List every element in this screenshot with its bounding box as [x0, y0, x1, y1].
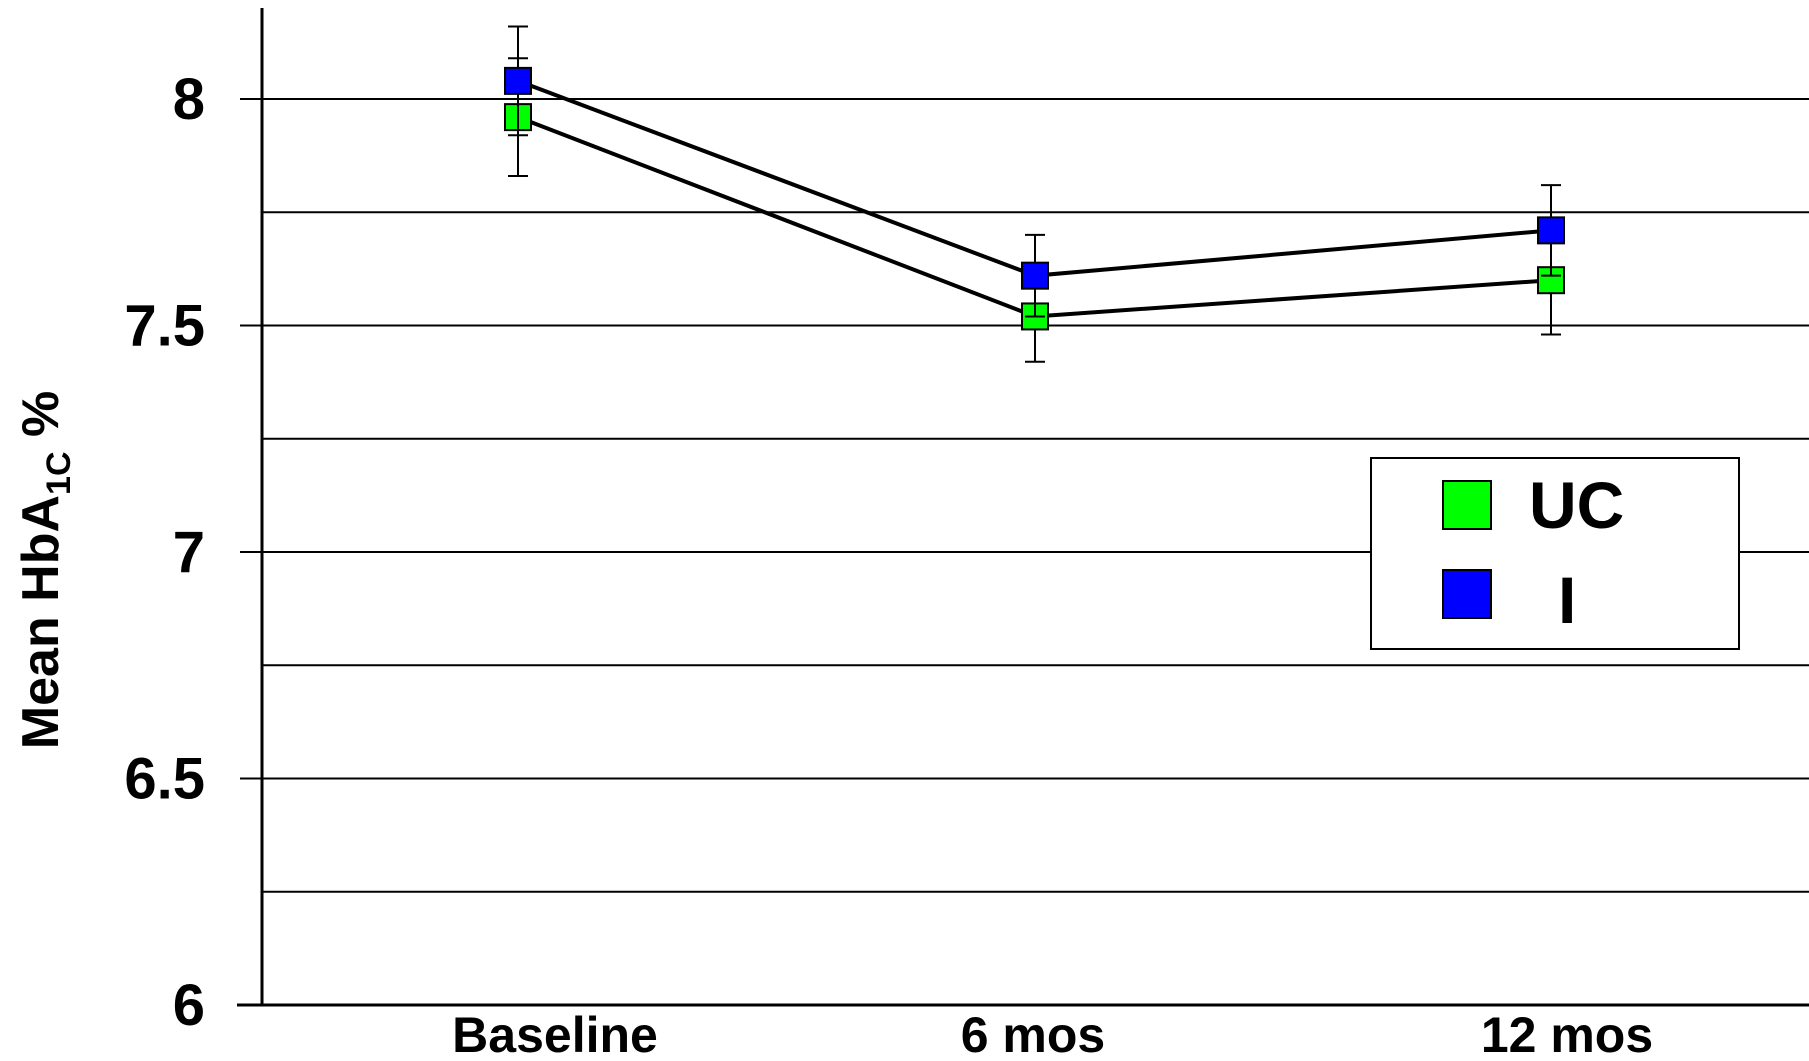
y-axis-label-prefix: Mean HbA: [12, 495, 70, 749]
legend-box: [1370, 457, 1740, 650]
legend-label-i: I: [1558, 563, 1576, 637]
y-axis-label-suffix: %: [12, 391, 70, 452]
series-layer: [504, 25, 1565, 363]
y-tick-label: 8: [173, 67, 205, 132]
y-axis-label-subscript: 1C: [40, 451, 78, 494]
series-i: [504, 25, 1565, 318]
x-tick-labels: Baseline 6 mos 12 mos: [452, 1007, 1653, 1061]
y-tick-label: 7.5: [124, 294, 205, 359]
data-point-i: [1537, 216, 1565, 245]
legend: UC I: [1370, 457, 1740, 650]
legend-label-uc: UC: [1529, 468, 1624, 542]
y-tick-labels: 6 6.5 7 7.5 8: [124, 67, 262, 1038]
axes: [237, 8, 1809, 1007]
data-point-i: [1021, 261, 1049, 290]
y-tick-label: 6.5: [124, 747, 205, 812]
y-tick-label: 7: [173, 520, 205, 585]
legend-swatch-i: [1442, 569, 1492, 619]
y-tick-label: 6: [173, 973, 205, 1038]
y-axis-label: Mean HbA1C %: [12, 391, 78, 749]
x-tick-label: Baseline: [452, 1007, 658, 1061]
data-point-i: [504, 66, 532, 95]
x-tick-label: 6 mos: [961, 1007, 1106, 1061]
x-tick-label: 12 mos: [1481, 1007, 1653, 1061]
legend-swatch-uc: [1442, 480, 1492, 530]
